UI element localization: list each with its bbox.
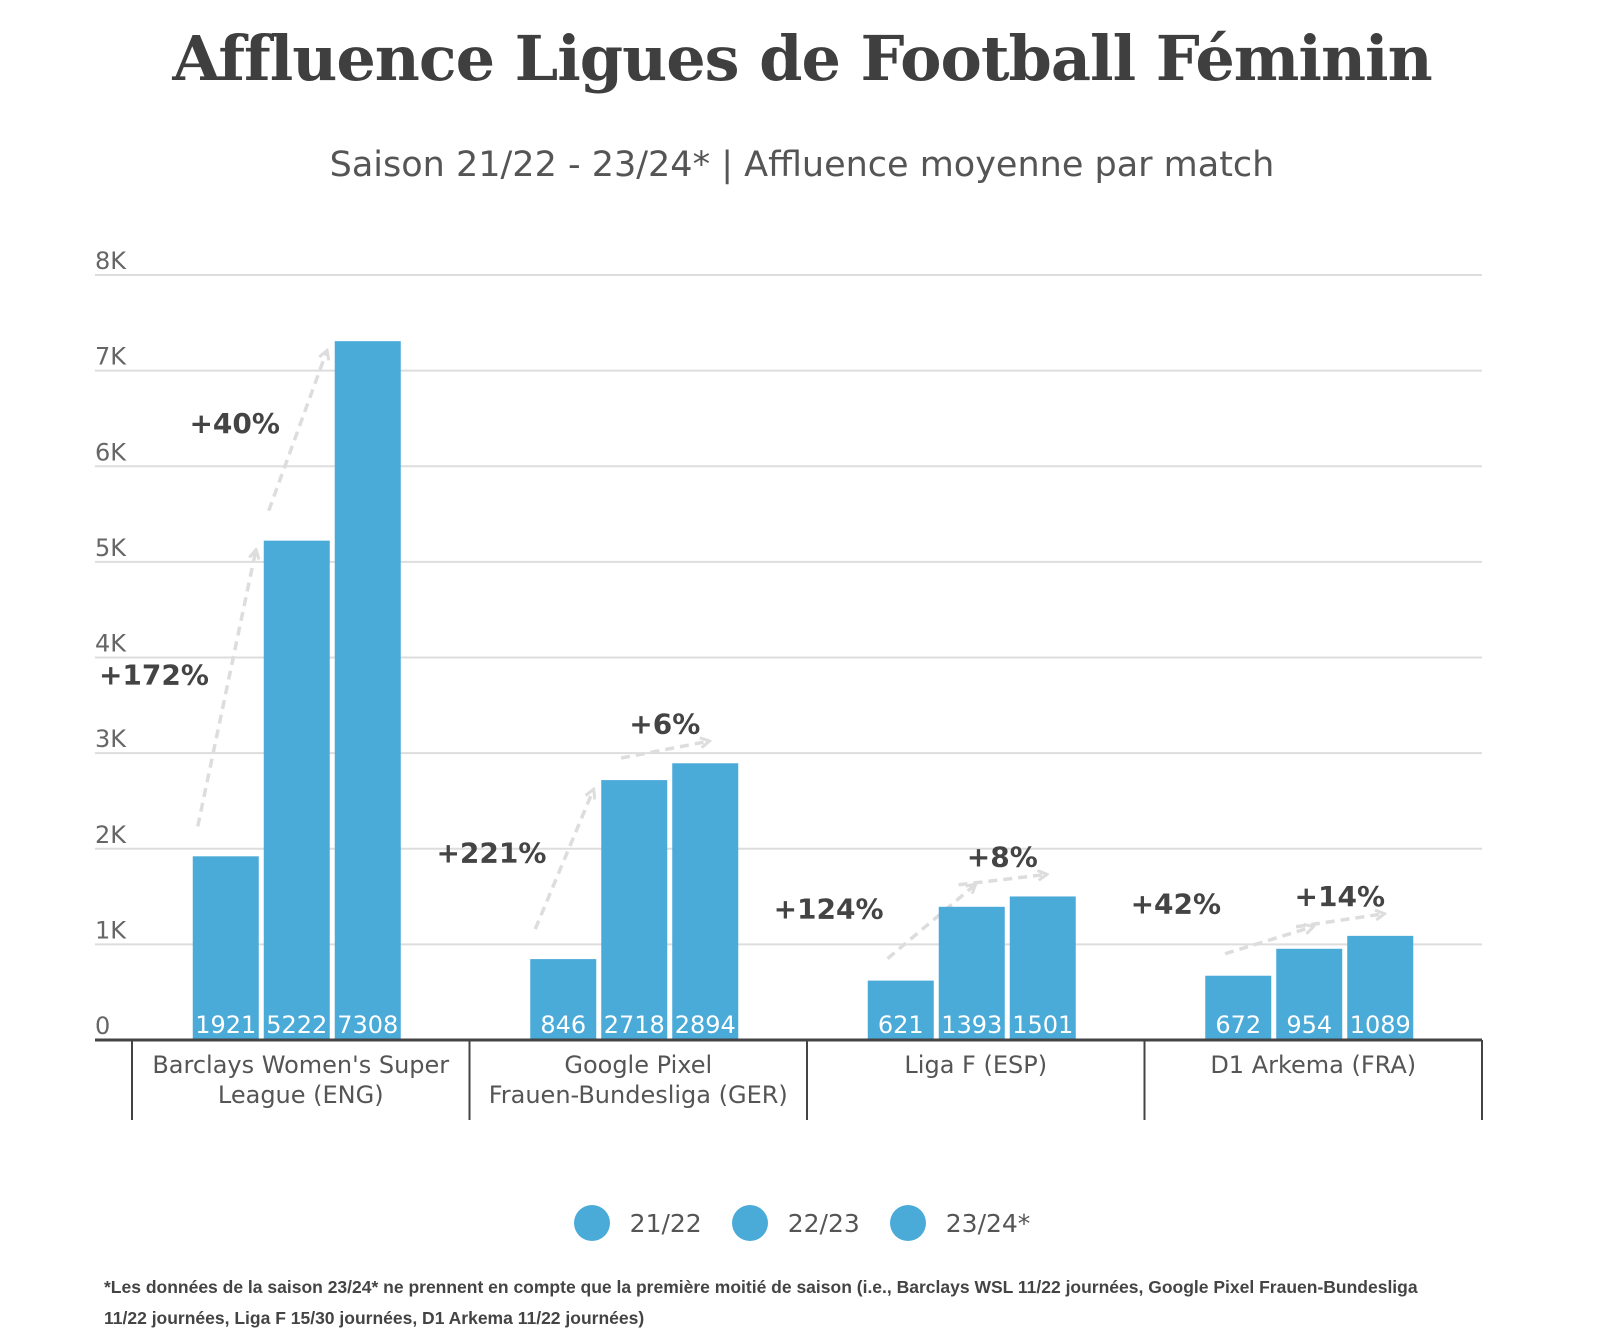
legend-item: 22/23 [731,1205,860,1241]
category-label: Barclays Women's Super [152,1051,449,1079]
bar-chart: 0 1K 2K 3K 4K 5K 6K 7K 8K +172% +40% +221% +6% +124%… [95,247,1483,1120]
bar [192,856,259,1040]
legend-label: 22/23 [787,1208,860,1238]
growth-label: +14% [1295,880,1385,913]
bar-value-label: 846 [540,1011,586,1039]
growth-label: +42% [1131,888,1221,921]
bar-value-label: 1089 [1350,1011,1411,1039]
footnote: *Les données de la saison 23/24* ne pren… [104,1272,1524,1334]
y-tick-label: 7K [95,343,127,371]
y-tick-label: 2K [95,821,127,849]
y-tick-label: 6K [95,438,127,466]
legend-item: 21/22 [573,1205,702,1241]
y-tick-label: 0 [95,1012,110,1040]
category-label: League (ENG) [218,1081,384,1109]
legend-label: 23/24* [945,1208,1031,1238]
growth-arrow [533,790,593,930]
bar [1009,896,1076,1040]
growth-label: +40% [189,407,279,440]
growth-label: +221% [436,837,546,870]
legend-swatch [731,1205,768,1241]
bar [601,780,668,1040]
bar-value-label: 621 [878,1011,924,1039]
category-label: Google Pixel [564,1051,712,1079]
growth-arrow [958,874,1047,887]
category-label: Liga F (ESP) [904,1051,1047,1079]
bar [938,906,1005,1040]
bar [334,341,401,1040]
y-tick-label: 8K [95,247,127,275]
bar-value-label: 2718 [604,1011,665,1039]
y-tick-label: 4K [95,630,127,658]
bar-value-label: 7308 [337,1011,398,1039]
growth-arrow [886,885,976,960]
bar-value-label: 1501 [1012,1011,1073,1039]
growth-label: +124% [774,893,884,926]
growth-label: +8% [967,840,1038,873]
footnote-line: 11/22 journées, Liga F 15/30 journées, D… [104,1308,645,1328]
y-tick-label: 5K [95,534,127,562]
bar-value-label: 5222 [266,1011,327,1039]
bar [867,980,934,1040]
bar-value-label: 954 [1286,1011,1332,1039]
footnote-line: *Les données de la saison 23/24* ne pren… [104,1277,1418,1297]
growth-arrow [196,551,256,827]
chart-title: Affluence Ligues de Football Féminin [172,22,1432,95]
bar [1347,935,1414,1040]
growth-arrow [267,351,327,512]
legend-item: 23/24* [889,1205,1031,1241]
growth-arrow [620,741,709,760]
bar-value-label: 1921 [195,1011,256,1039]
bar [1205,975,1272,1040]
bar [1276,948,1343,1040]
category-label: Frauen-Bundesliga (GER) [489,1081,788,1109]
bar-value-label: 672 [1215,1011,1261,1039]
y-tick-label: 3K [95,725,127,753]
bar [672,763,739,1040]
legend-swatch [573,1205,610,1241]
growth-arrow [1295,914,1384,929]
growth-label: +172% [99,659,209,692]
bar [530,959,597,1040]
legend: 21/22 22/23 23/24* [0,1205,1604,1241]
y-tick-label: 1K [95,916,127,944]
bar-value-label: 1393 [941,1011,1002,1039]
bar [263,540,330,1040]
chart-subtitle: Saison 21/22 - 23/24* | Affluence moyenn… [329,145,1275,185]
legend-label: 21/22 [629,1208,702,1238]
category-label: D1 Arkema (FRA) [1210,1051,1416,1079]
legend-swatch [889,1205,926,1241]
bar-value-label: 2894 [675,1011,736,1039]
growth-arrow [1224,927,1313,956]
growth-label: +6% [629,707,700,740]
